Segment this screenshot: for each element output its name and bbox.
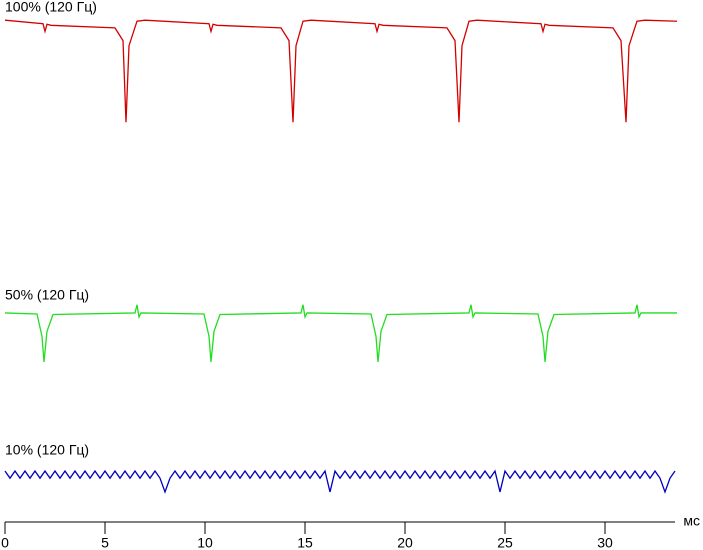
- trace: [4, 469, 676, 494]
- x-tick-label: 15: [297, 535, 313, 550]
- x-tick-label: 5: [101, 535, 109, 550]
- x-axis-label: мс: [683, 513, 700, 529]
- series-label: 10% (120 Гц): [5, 442, 89, 458]
- x-tick-label: 0: [1, 535, 9, 550]
- x-tick-label: 30: [597, 535, 613, 550]
- x-tick-label: 25: [497, 535, 513, 550]
- series-label: 100% (120 Гц): [5, 0, 97, 15]
- trace: [4, 19, 678, 123]
- x-tick-label: 20: [397, 535, 413, 550]
- series-label: 50% (120 Гц): [5, 287, 89, 303]
- trace: [4, 304, 677, 362]
- x-tick-label: 10: [197, 535, 213, 550]
